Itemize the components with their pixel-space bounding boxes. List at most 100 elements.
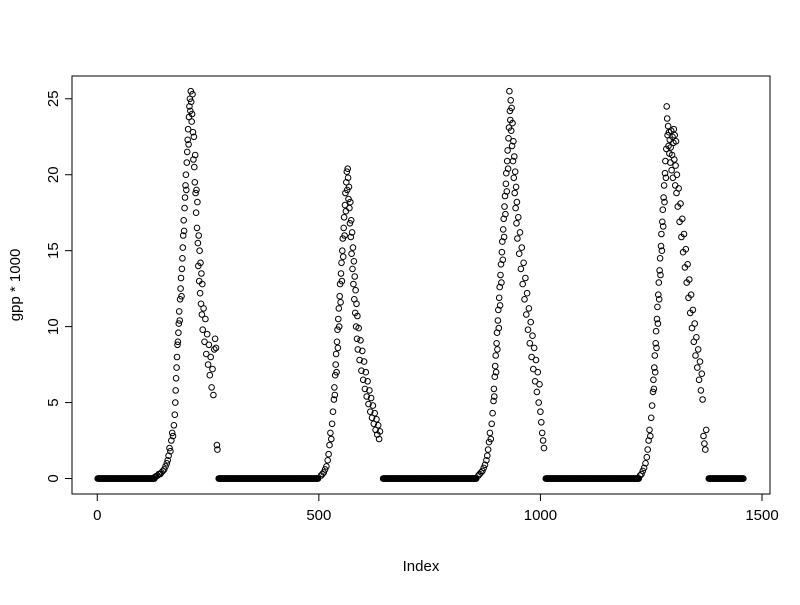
- data-point: [174, 338, 182, 346]
- data-point: [160, 466, 168, 473]
- points-layer: [94, 87, 747, 482]
- x-tick-label: 1000: [524, 507, 557, 524]
- data-point: [182, 182, 189, 189]
- data-point: [664, 122, 672, 130]
- data-point: [172, 387, 179, 394]
- data-point: [187, 98, 195, 106]
- data-point: [168, 429, 176, 437]
- data-point: [511, 153, 518, 160]
- data-point: [517, 265, 525, 273]
- data-point: [326, 441, 333, 449]
- data-point: [667, 159, 674, 166]
- data-point: [337, 299, 344, 306]
- data-point: [199, 326, 206, 334]
- data-point: [740, 475, 747, 482]
- data-point: [492, 352, 500, 359]
- data-point: [350, 258, 358, 265]
- data-point: [179, 244, 187, 251]
- data-point: [328, 420, 336, 428]
- data-point: [483, 457, 490, 464]
- data-point: [335, 305, 343, 312]
- data-point: [325, 450, 332, 458]
- data-point: [530, 344, 538, 352]
- data-point: [507, 127, 515, 134]
- data-point: [687, 291, 695, 299]
- data-point: [204, 361, 212, 368]
- data-point: [506, 87, 513, 95]
- y-tick-label: 20: [45, 166, 62, 183]
- data-point: [363, 393, 371, 400]
- x-tick-label: 0: [93, 507, 101, 524]
- data-point: [671, 156, 678, 163]
- data-point: [172, 375, 180, 382]
- data-point: [655, 296, 663, 303]
- data-point: [177, 285, 184, 292]
- data-point: [511, 168, 519, 175]
- data-point: [171, 411, 179, 419]
- data-point: [503, 188, 511, 195]
- data-point: [213, 441, 221, 449]
- data-point: [349, 244, 357, 251]
- data-point: [491, 393, 498, 400]
- data-point: [479, 467, 486, 475]
- data-point: [331, 371, 339, 379]
- plot-layer: 0 500 1000 1500 0 5 10 15 20 25: [45, 75, 779, 524]
- data-point: [480, 464, 488, 472]
- data-point: [374, 422, 382, 429]
- data-point: [651, 352, 659, 359]
- data-point: [646, 426, 653, 434]
- data-point: [359, 376, 367, 384]
- data-point: [510, 174, 518, 182]
- data-point: [701, 440, 708, 447]
- data-point: [500, 233, 508, 241]
- y-tick-label: 0: [45, 474, 62, 482]
- data-point: [178, 265, 186, 273]
- data-point: [329, 408, 337, 416]
- data-point: [198, 270, 205, 277]
- data-point: [662, 174, 670, 182]
- data-point: [638, 470, 645, 478]
- data-point: [201, 338, 208, 346]
- data-point: [672, 138, 680, 145]
- data-point: [169, 432, 177, 440]
- data-point: [184, 136, 191, 144]
- data-point: [175, 308, 183, 315]
- data-point: [185, 141, 192, 148]
- data-point: [699, 396, 706, 403]
- data-point: [175, 320, 183, 327]
- data-point: [342, 207, 350, 215]
- data-point: [366, 387, 373, 394]
- data-point: [694, 346, 702, 353]
- data-point: [328, 435, 335, 443]
- data-point: [643, 453, 651, 461]
- data-point: [172, 399, 179, 406]
- data-point: [335, 315, 342, 323]
- data-point: [191, 179, 199, 186]
- data-point: [502, 180, 510, 188]
- data-point: [351, 273, 359, 280]
- data-point: [212, 344, 220, 352]
- data-point: [663, 103, 671, 110]
- data-point: [516, 229, 524, 236]
- data-point: [334, 344, 342, 352]
- data-point: [320, 469, 328, 476]
- data-point: [179, 254, 186, 262]
- data-point: [530, 365, 537, 373]
- data-point: [352, 286, 359, 294]
- y-tick-label: 10: [45, 318, 62, 335]
- data-point: [200, 305, 207, 312]
- plot-box: [71, 75, 771, 495]
- data-point: [534, 368, 542, 376]
- data-point: [653, 344, 660, 352]
- data-point: [494, 346, 501, 353]
- data-point: [523, 311, 530, 318]
- data-point: [654, 303, 661, 311]
- data-point: [181, 194, 189, 201]
- data-point: [333, 368, 340, 376]
- data-point: [653, 315, 661, 323]
- data-point: [357, 337, 364, 344]
- data-point: [651, 368, 659, 376]
- data-point: [333, 338, 341, 346]
- data-point: [168, 437, 175, 444]
- data-point: [491, 362, 499, 370]
